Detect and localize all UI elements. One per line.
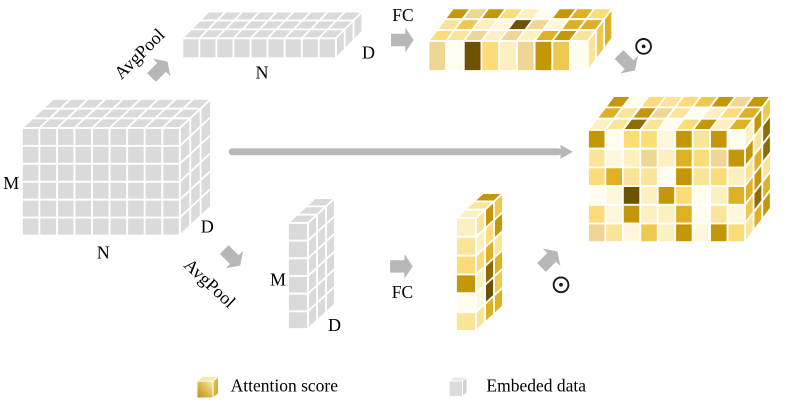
svg-text:Embeded data: Embeded data: [486, 376, 586, 396]
svg-text:M: M: [270, 269, 286, 289]
svg-text:Attention score: Attention score: [231, 376, 339, 396]
svg-text:FC: FC: [392, 5, 413, 25]
svg-text:M: M: [3, 173, 19, 193]
svg-text:N: N: [256, 63, 269, 83]
svg-text:N: N: [97, 243, 110, 263]
svg-text:D: D: [362, 43, 375, 63]
svg-text:D: D: [328, 315, 341, 335]
svg-text:D: D: [201, 217, 214, 237]
svg-text:FC: FC: [392, 282, 413, 302]
